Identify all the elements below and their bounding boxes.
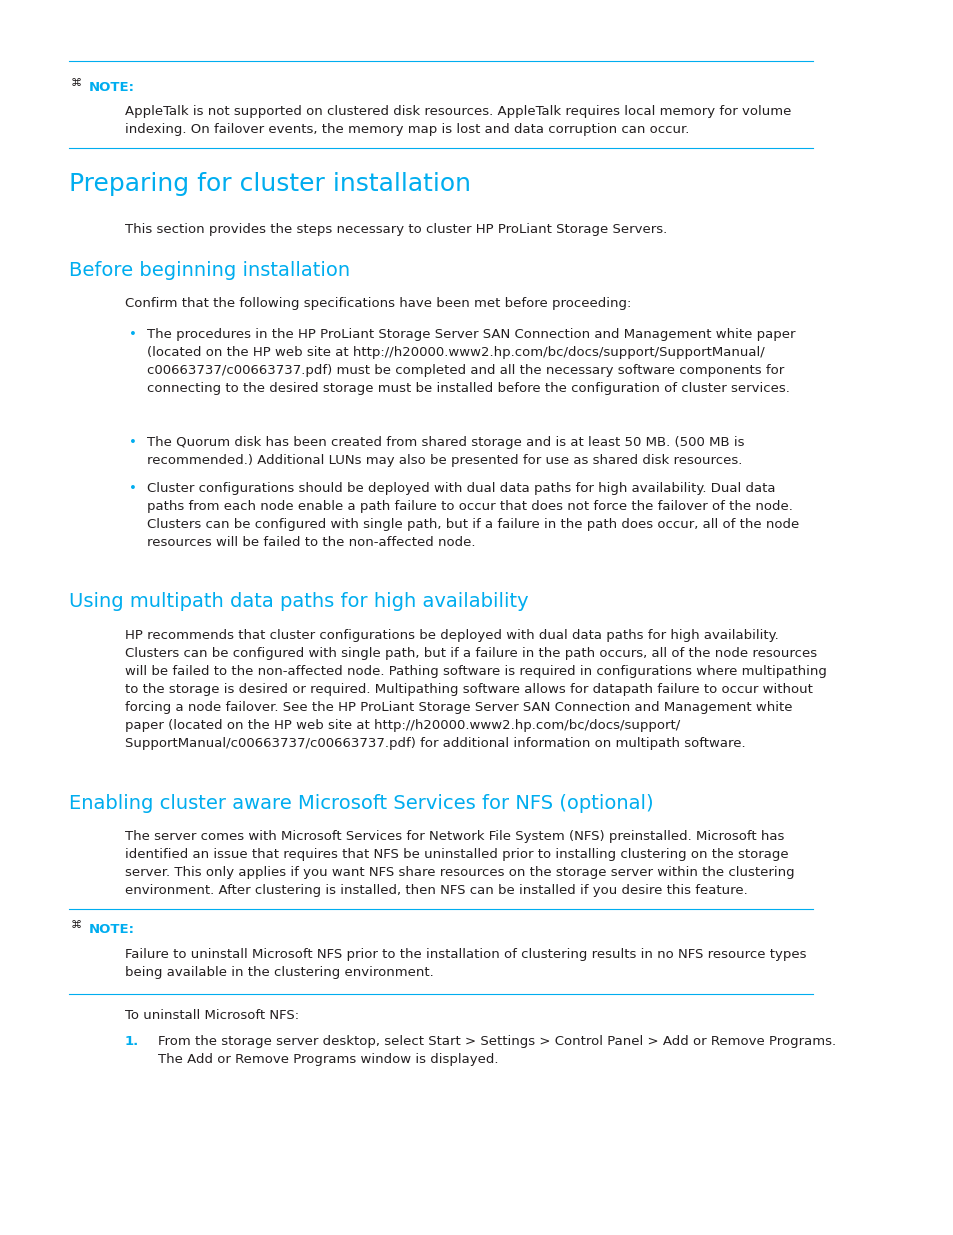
Text: This section provides the steps necessary to cluster HP ProLiant Storage Servers: This section provides the steps necessar…: [125, 222, 666, 236]
Text: HP recommends that cluster configurations be deployed with dual data paths for h: HP recommends that cluster configuration…: [125, 629, 826, 750]
Text: From the storage server desktop, select Start > Settings > Control Panel > Add o: From the storage server desktop, select …: [158, 1035, 836, 1066]
Text: Enabling cluster aware Microsoft Services for NFS (optional): Enabling cluster aware Microsoft Service…: [70, 794, 654, 814]
Text: Confirm that the following specifications have been met before proceeding:: Confirm that the following specification…: [125, 298, 631, 310]
Text: •: •: [130, 436, 137, 450]
Text: The server comes with Microsoft Services for Network File System (NFS) preinstal: The server comes with Microsoft Services…: [125, 830, 794, 897]
Text: Before beginning installation: Before beginning installation: [70, 262, 350, 280]
Text: •: •: [130, 329, 137, 341]
Text: AppleTalk is not supported on clustered disk resources. AppleTalk requires local: AppleTalk is not supported on clustered …: [125, 105, 790, 136]
Text: Preparing for cluster installation: Preparing for cluster installation: [70, 173, 471, 196]
Text: The Quorum disk has been created from shared storage and is at least 50 MB. (500: The Quorum disk has been created from sh…: [147, 436, 743, 467]
Text: To uninstall Microsoft NFS:: To uninstall Microsoft NFS:: [125, 1009, 298, 1023]
Text: NOTE:: NOTE:: [89, 82, 134, 94]
Text: The procedures in the HP ProLiant Storage Server SAN Connection and Management w: The procedures in the HP ProLiant Storag…: [147, 329, 795, 395]
Text: 1.: 1.: [125, 1035, 139, 1047]
Text: •: •: [130, 482, 137, 495]
Text: Using multipath data paths for high availability: Using multipath data paths for high avai…: [70, 592, 528, 611]
Text: Failure to uninstall Microsoft NFS prior to the installation of clustering resul: Failure to uninstall Microsoft NFS prior…: [125, 948, 805, 979]
Text: ⌘: ⌘: [71, 78, 82, 88]
Text: ⌘: ⌘: [71, 920, 82, 930]
Text: Cluster configurations should be deployed with dual data paths for high availabi: Cluster configurations should be deploye…: [147, 482, 799, 548]
Text: NOTE:: NOTE:: [89, 924, 134, 936]
